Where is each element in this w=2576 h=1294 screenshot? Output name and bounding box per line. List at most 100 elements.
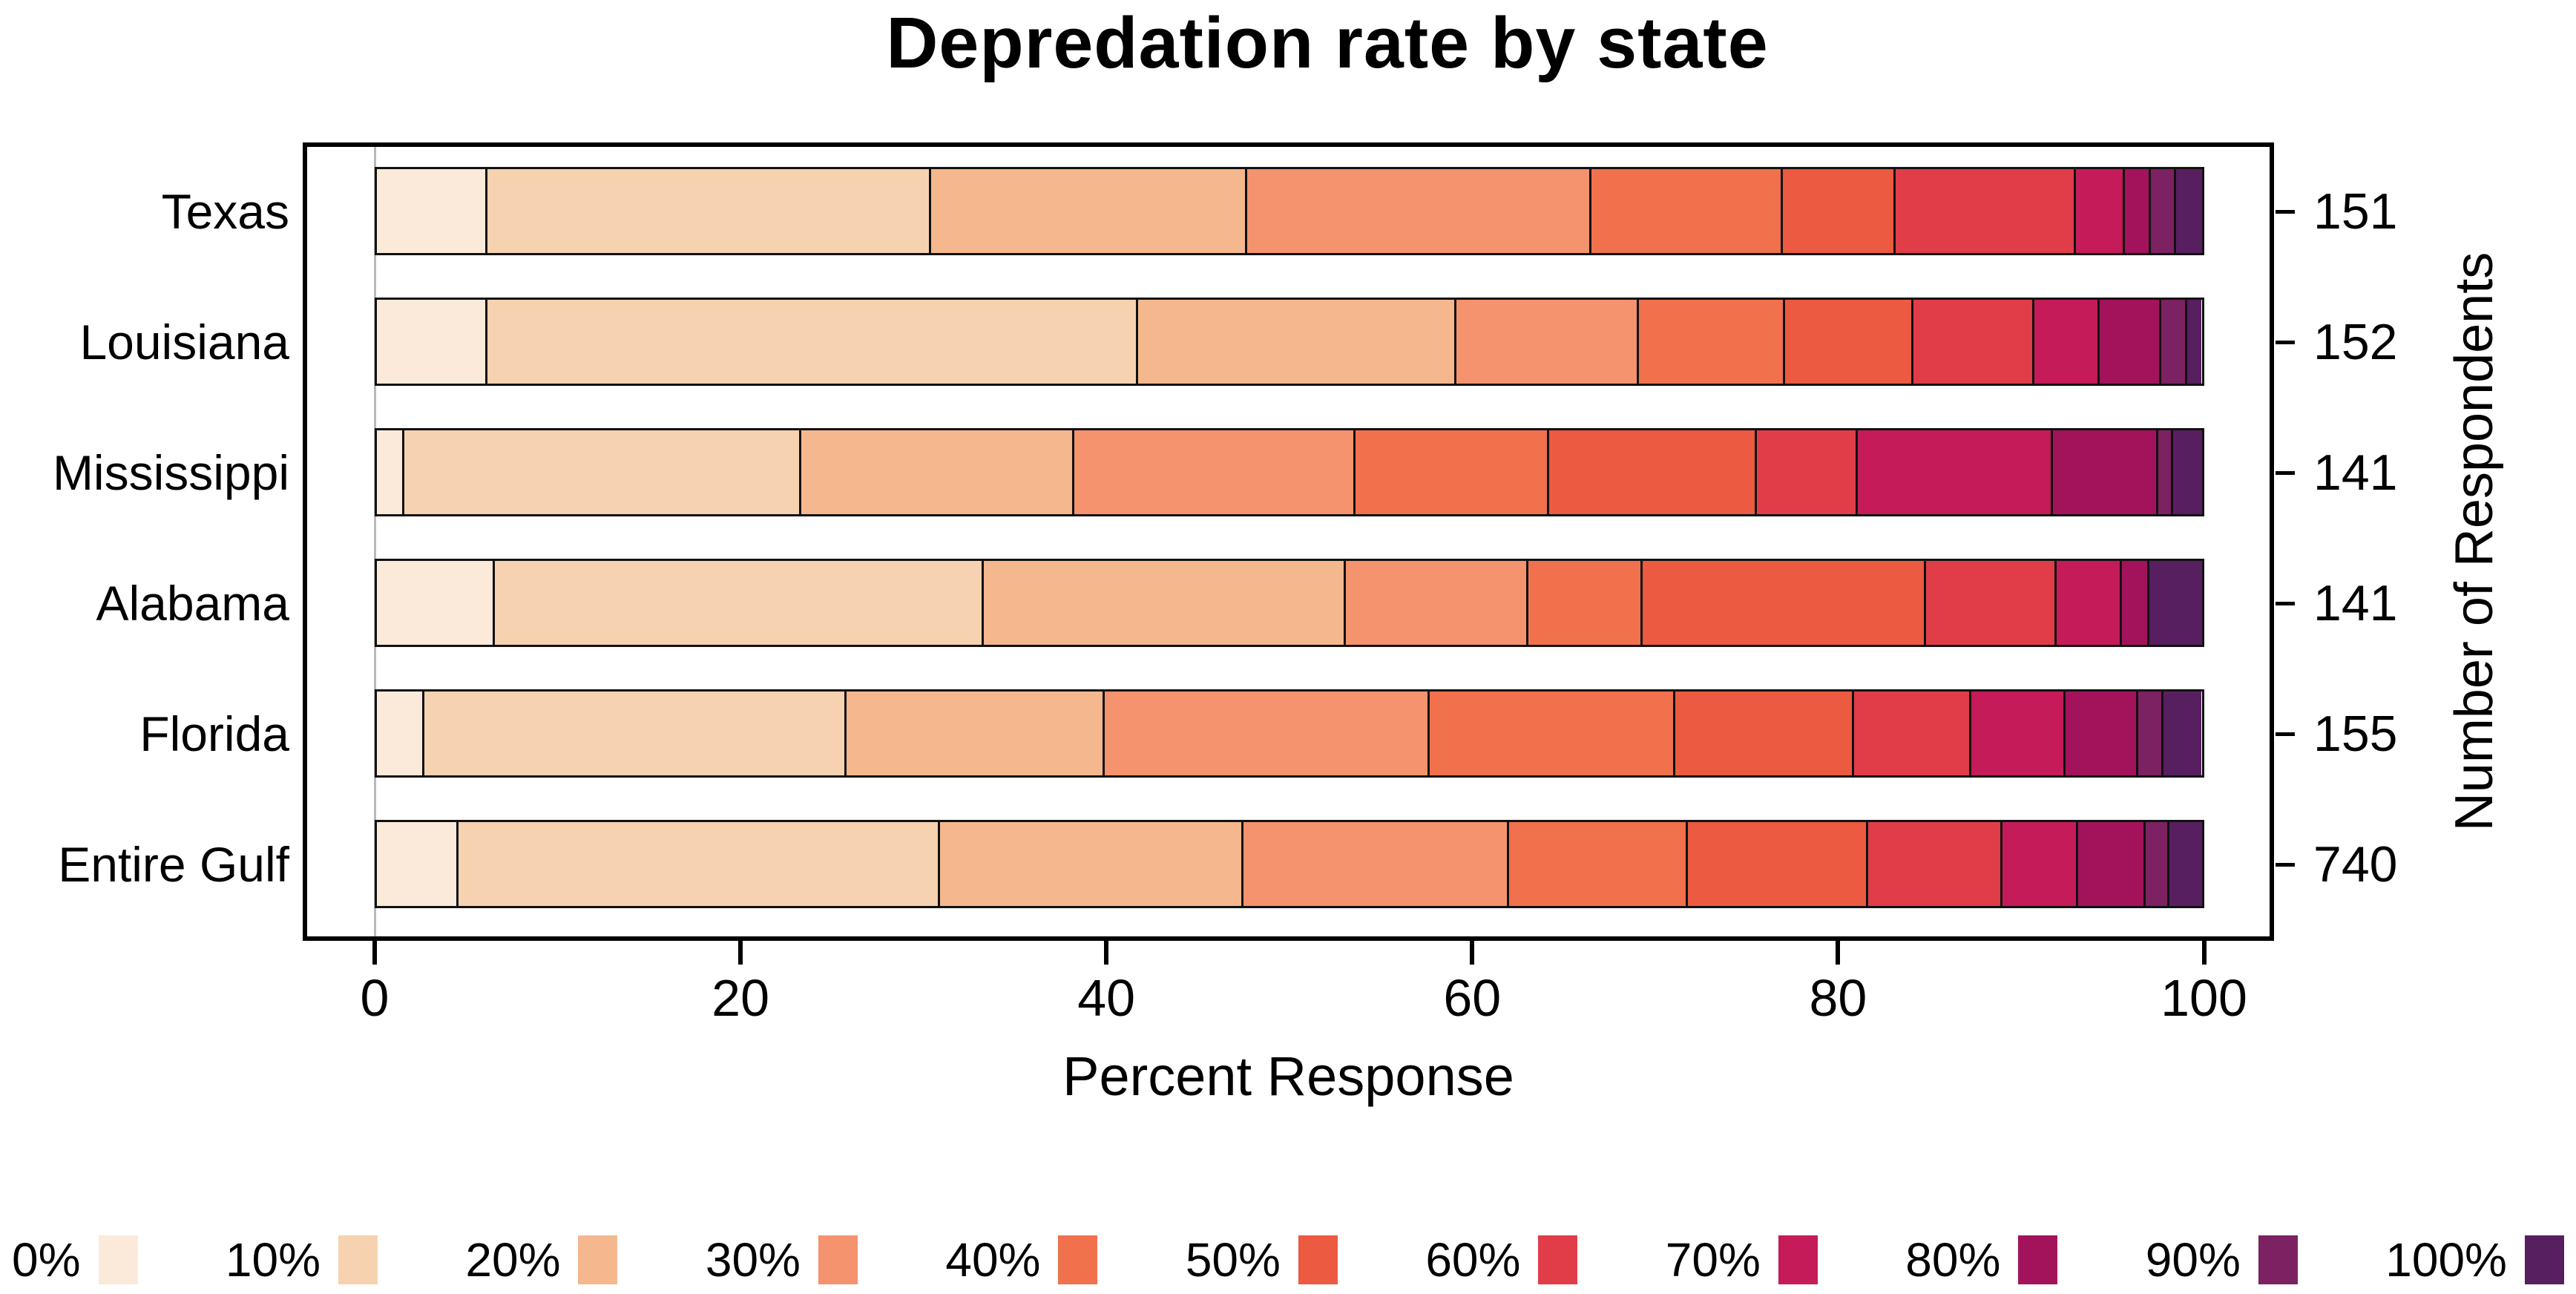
plot-area <box>303 142 2274 941</box>
legend-swatch-50% <box>1298 1235 1338 1284</box>
bar-segment-alabama-20% <box>984 561 1346 645</box>
x-tick-20 <box>738 941 743 965</box>
legend-label-50%: 50% <box>1185 1233 1281 1287</box>
legend-label-90%: 90% <box>2145 1233 2241 1287</box>
bar-segment-florida-100% <box>2163 692 2202 775</box>
bar-segment-entire-gulf-10% <box>458 822 941 906</box>
legend-item-80%: 80% <box>1905 1233 2058 1287</box>
bar-segment-louisiana-100% <box>2187 300 2202 384</box>
bar-segment-mississippi-70% <box>1858 430 2054 514</box>
right-tick <box>2276 601 2295 605</box>
x-tick-80 <box>1836 941 1841 965</box>
bar-segment-texas-70% <box>2076 169 2126 253</box>
legend-label-60%: 60% <box>1425 1233 1521 1287</box>
right-tick <box>2276 862 2295 867</box>
respondent-count-mississippi: 141 <box>2313 444 2398 501</box>
legend-label-30%: 30% <box>705 1233 801 1287</box>
legend-swatch-80% <box>2018 1235 2058 1284</box>
legend-swatch-40% <box>1058 1235 1098 1284</box>
legend-item-40%: 40% <box>945 1233 1098 1287</box>
bar-segment-florida-40% <box>1429 692 1675 775</box>
legend-label-100%: 100% <box>2385 1233 2507 1287</box>
bar-segment-texas-100% <box>2176 169 2202 253</box>
legend-label-10%: 10% <box>225 1233 321 1287</box>
bar-mississippi <box>375 428 2204 516</box>
bar-segment-texas-30% <box>1246 169 1592 253</box>
bar-segment-texas-20% <box>931 169 1247 253</box>
bar-segment-alabama-50% <box>1642 561 1927 645</box>
state-label-texas: Texas <box>161 183 289 239</box>
legend-item-30%: 30% <box>706 1235 858 1284</box>
legend-label-40%: 40% <box>945 1233 1041 1287</box>
x-tick-0 <box>372 941 377 965</box>
bar-segment-entire-gulf-30% <box>1243 822 1509 906</box>
bar-segment-entire-gulf-0% <box>377 822 459 906</box>
legend-swatch-0% <box>98 1235 138 1284</box>
bar-segment-texas-60% <box>1895 169 2077 253</box>
bar-segment-texas-0% <box>377 169 487 253</box>
state-label-alabama: Alabama <box>96 575 290 631</box>
bar-segment-mississippi-100% <box>2172 430 2202 514</box>
legend-item-10%: 10% <box>226 1235 378 1284</box>
bar-entire-gulf <box>375 820 2204 908</box>
bar-florida <box>375 689 2204 778</box>
x-tick-60 <box>1470 941 1475 965</box>
bar-segment-entire-gulf-80% <box>2078 822 2146 906</box>
bar-segment-florida-60% <box>1853 692 1972 775</box>
bar-segment-louisiana-20% <box>1138 300 1456 384</box>
respondent-count-alabama: 141 <box>2313 574 2398 631</box>
bar-segment-florida-0% <box>377 692 424 775</box>
bar-segment-louisiana-60% <box>1913 300 2035 384</box>
bar-texas <box>375 167 2204 255</box>
right-tick <box>2276 732 2295 736</box>
x-tick-40 <box>1104 941 1109 965</box>
legend-label-80%: 80% <box>1905 1233 2001 1287</box>
bar-segment-louisiana-0% <box>377 300 487 384</box>
bar-segment-entire-gulf-50% <box>1687 822 1869 906</box>
x-tick-label-60: 60 <box>1443 969 1502 1027</box>
state-label-mississippi: Mississippi <box>52 444 289 500</box>
bar-segment-mississippi-0% <box>377 430 405 514</box>
bar-segment-alabama-80% <box>2121 561 2149 645</box>
state-label-louisiana: Louisiana <box>79 314 289 370</box>
chart-title: Depredation rate by state <box>886 2 1769 83</box>
legend-label-0%: 0% <box>12 1233 81 1287</box>
x-tick-label-20: 20 <box>712 969 770 1027</box>
respondent-count-louisiana: 152 <box>2313 313 2398 370</box>
bar-segment-alabama-0% <box>377 561 495 645</box>
bar-segment-texas-50% <box>1783 169 1896 253</box>
legend-item-0%: 0% <box>12 1235 138 1284</box>
respondent-count-entire-gulf: 740 <box>2313 835 2398 893</box>
bar-segment-florida-30% <box>1104 692 1430 775</box>
bar-segment-mississippi-90% <box>2158 430 2173 514</box>
bar-segment-mississippi-80% <box>2053 430 2158 514</box>
bar-segment-alabama-100% <box>2149 561 2202 645</box>
bar-segment-louisiana-10% <box>487 300 1139 384</box>
bar-segment-mississippi-50% <box>1548 430 1757 514</box>
bar-segment-entire-gulf-60% <box>1868 822 2002 906</box>
bar-segment-texas-10% <box>487 169 931 253</box>
legend-item-60%: 60% <box>1425 1233 1578 1287</box>
state-label-entire-gulf: Entire Gulf <box>58 836 289 892</box>
bar-segment-entire-gulf-20% <box>940 822 1243 906</box>
legend-swatch-20% <box>578 1235 618 1284</box>
bar-segment-alabama-70% <box>2056 561 2122 645</box>
bar-segment-louisiana-40% <box>1638 300 1785 384</box>
legend-swatch-30% <box>818 1235 858 1284</box>
bar-louisiana <box>375 298 2204 386</box>
x-tick-label-100: 100 <box>2161 969 2247 1027</box>
bar-segment-louisiana-90% <box>2161 300 2188 384</box>
bar-segment-alabama-60% <box>1926 561 2057 645</box>
legend: 0% 10% 20% 30% 40% 50% 60% 70% 80% 90% 100% <box>0 1226 2576 1294</box>
bar-segment-mississippi-10% <box>404 430 802 514</box>
bar-segment-florida-80% <box>2066 692 2138 775</box>
bar-segment-louisiana-70% <box>2034 300 2100 384</box>
legend-label-70%: 70% <box>1665 1233 1761 1287</box>
bar-segment-texas-40% <box>1591 169 1784 253</box>
zero-gridline <box>374 147 376 936</box>
bar-segment-entire-gulf-100% <box>2169 822 2202 906</box>
bar-segment-florida-20% <box>846 692 1105 775</box>
bar-segment-alabama-10% <box>494 561 985 645</box>
respondent-count-texas: 151 <box>2313 183 2398 240</box>
bar-segment-florida-50% <box>1675 692 1854 775</box>
